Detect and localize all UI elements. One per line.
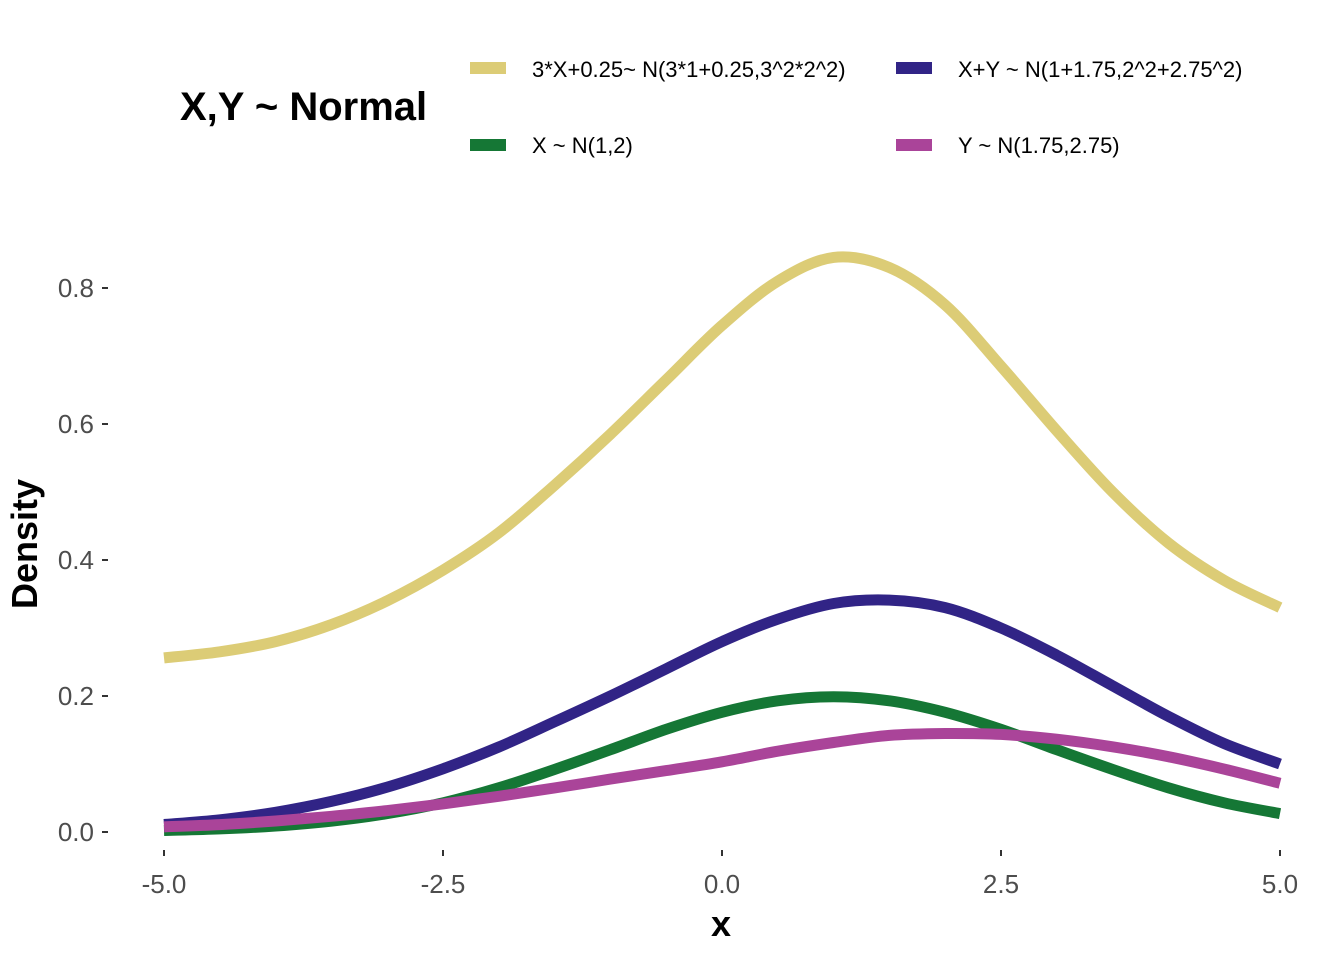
- legend-swatch-series-1: [896, 62, 932, 74]
- legend-label-series-0: 3*X+0.25~ N(3*1+0.25,3^2*2^2): [532, 57, 846, 82]
- legend-label-series-3: Y ~ N(1.75,2.75): [958, 133, 1120, 158]
- x-tick-label: 5.0: [1262, 869, 1298, 899]
- y-tick-label: 0.6: [58, 409, 94, 439]
- x-tick-label: 0.0: [704, 869, 740, 899]
- x-tick-label: -5.0: [142, 869, 187, 899]
- legend-swatch-series-0: [470, 62, 506, 74]
- y-tick-label: 0.4: [58, 545, 94, 575]
- y-axis-title: Density: [4, 479, 45, 609]
- x-tick-label: 2.5: [983, 869, 1019, 899]
- plot-area: [163, 251, 1283, 836]
- legend-label-series-2: X ~ N(1,2): [532, 133, 633, 158]
- series-line-3: [163, 727, 1282, 833]
- legend-swatch-series-2: [470, 139, 506, 151]
- x-axis-title: x: [711, 903, 731, 944]
- y-tick-label: 0.0: [58, 817, 94, 847]
- series-line-1: [163, 594, 1282, 830]
- chart-title: X,Y ~ Normal: [180, 85, 427, 129]
- series-line-0: [163, 251, 1283, 664]
- legend: 3*X+0.25~ N(3*1+0.25,3^2*2^2) X+Y ~ N(1+…: [470, 57, 1242, 158]
- y-tick-label: 0.8: [58, 273, 94, 303]
- legend-swatch-series-3: [896, 139, 932, 151]
- x-tick-label: -2.5: [421, 869, 466, 899]
- y-tick-label: 0.2: [58, 681, 94, 711]
- legend-label-series-1: X+Y ~ N(1+1.75,2^2+2.75^2): [958, 57, 1242, 82]
- y-axis: 0.0 0.2 0.4 0.6 0.8: [58, 273, 108, 847]
- x-axis: -5.0 -2.5 0.0 2.5 5.0: [142, 850, 1298, 899]
